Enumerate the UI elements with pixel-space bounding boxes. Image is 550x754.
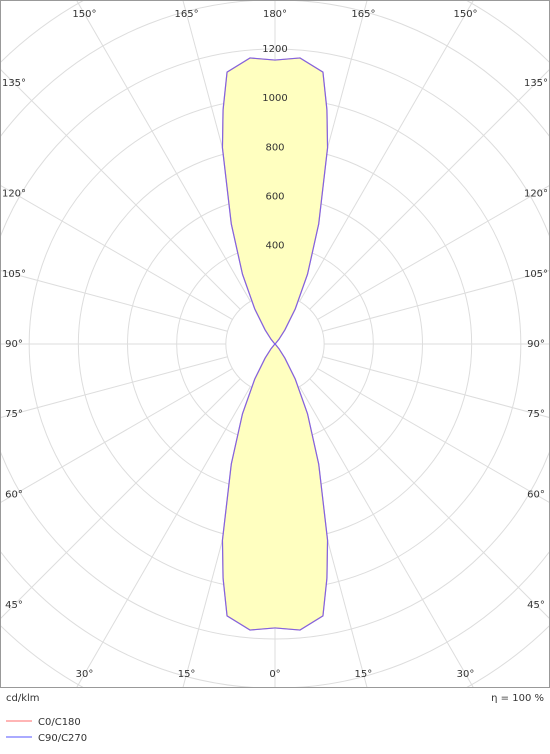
angle-label: 150°: [453, 9, 477, 20]
grid-ray: [0, 356, 228, 419]
legend-label: C90/C270: [38, 733, 87, 744]
grid-ray: [0, 378, 241, 620]
curves: [221, 57, 329, 631]
angle-label: 90°: [5, 339, 23, 350]
unit-label: cd/klm: [6, 693, 40, 704]
grid-ray: [0, 368, 233, 504]
angle-label: 135°: [2, 78, 26, 89]
angle-label: 75°: [527, 409, 545, 420]
angle-label: 135°: [524, 78, 548, 89]
grid-ray: [309, 68, 550, 310]
grid-ray: [75, 0, 251, 302]
angle-label: 165°: [351, 9, 375, 20]
angle-label: 120°: [524, 188, 548, 199]
angle-label: 180°: [263, 9, 287, 20]
r-tick-label: 400: [265, 241, 284, 252]
grid-ray: [309, 378, 550, 620]
labels: 0° 15° 15° 30° 30° 45° 45° 60° 60° 75° 75° 90° 90° 10…: [2, 9, 548, 680]
angle-label: 150°: [72, 9, 96, 20]
angle-label: 90°: [527, 339, 545, 350]
grid-ray: [317, 368, 550, 504]
angle-label: 30°: [76, 669, 94, 680]
angle-label: 15°: [355, 669, 373, 680]
angle-label: 165°: [175, 9, 199, 20]
grid-ray: [322, 269, 550, 332]
r-tick-label: 600: [265, 192, 284, 203]
area-fill: [275, 57, 328, 631]
area-fill: [222, 57, 275, 631]
r-tick-label: 800: [265, 142, 284, 153]
grid-ray: [322, 356, 550, 419]
series-line: [221, 57, 276, 631]
grid-ray: [75, 386, 251, 688]
angle-label: 120°: [2, 188, 26, 199]
efficiency-label: η = 100 %: [491, 693, 544, 704]
angle-label: 75°: [5, 409, 23, 420]
angle-label: 0°: [269, 669, 280, 680]
grid-ray: [317, 184, 550, 320]
r-tick-label: 1200: [262, 44, 287, 55]
grid-ray: [0, 269, 228, 332]
angle-label: 45°: [527, 600, 545, 611]
grid-ray: [0, 184, 233, 320]
grid-ray: [299, 0, 475, 302]
angle-label: 60°: [527, 490, 545, 501]
r-tick-label: 1000: [262, 93, 287, 104]
legend-label: C0/C180: [38, 717, 81, 728]
angle-label: 15°: [178, 669, 196, 680]
legend: C0/C180 C90/C270: [6, 717, 87, 744]
angle-label: 30°: [457, 669, 475, 680]
angle-label: 105°: [524, 269, 548, 280]
angle-label: 105°: [2, 269, 26, 280]
grid-ray: [0, 68, 241, 310]
grid-ray: [299, 386, 475, 688]
angle-label: 60°: [5, 490, 23, 501]
angle-label: 45°: [5, 600, 23, 611]
